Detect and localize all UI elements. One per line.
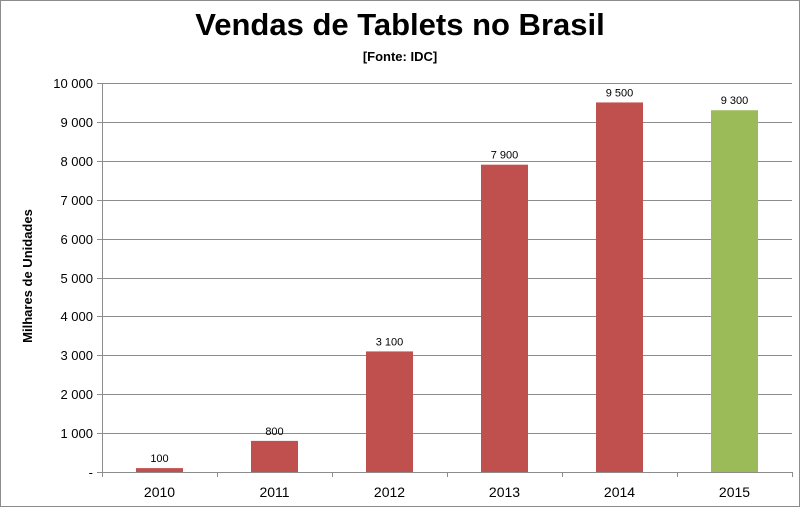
x-tick-label: 2014 — [604, 484, 635, 500]
x-tick-label: 2012 — [374, 484, 405, 500]
y-tick-label: 5 000 — [60, 271, 93, 286]
y-tick-label: - — [89, 465, 93, 480]
bar-2011 — [251, 440, 298, 472]
x-tick-label: 2010 — [144, 484, 175, 500]
y-tick-label: 10 000 — [53, 76, 93, 91]
bar-2015 — [711, 110, 758, 472]
bar-2012 — [366, 351, 413, 472]
x-tick-label: 2015 — [719, 484, 750, 500]
data-label: 7 900 — [491, 150, 519, 162]
x-tick-label: 2011 — [259, 484, 289, 500]
y-tick-label: 3 000 — [60, 348, 93, 363]
chart-subtitle: [Fonte: IDC] — [362, 49, 438, 64]
y-tick-label: 9 000 — [60, 115, 93, 130]
y-tick-label: 7 000 — [60, 193, 93, 208]
y-axis-title: Milhares de Unidades — [20, 209, 35, 343]
data-label: 100 — [150, 453, 168, 465]
y-tick-label: 1 000 — [60, 426, 93, 441]
chart-title: Vendas de Tablets no Brasil — [195, 7, 605, 42]
data-label: 3 100 — [376, 336, 404, 348]
y-tick-label: 2 000 — [60, 387, 93, 402]
data-label: 9 500 — [606, 87, 634, 99]
bar-2013 — [481, 164, 528, 472]
y-tick-label: 4 000 — [60, 309, 93, 324]
bar-2014 — [596, 102, 643, 472]
y-tick-label: 6 000 — [60, 232, 93, 247]
data-label: 800 — [265, 426, 283, 438]
x-tick-label: 2013 — [489, 484, 520, 500]
data-label: 9 300 — [721, 95, 749, 107]
y-tick-label: 8 000 — [60, 154, 93, 169]
bar-2010 — [136, 468, 183, 472]
